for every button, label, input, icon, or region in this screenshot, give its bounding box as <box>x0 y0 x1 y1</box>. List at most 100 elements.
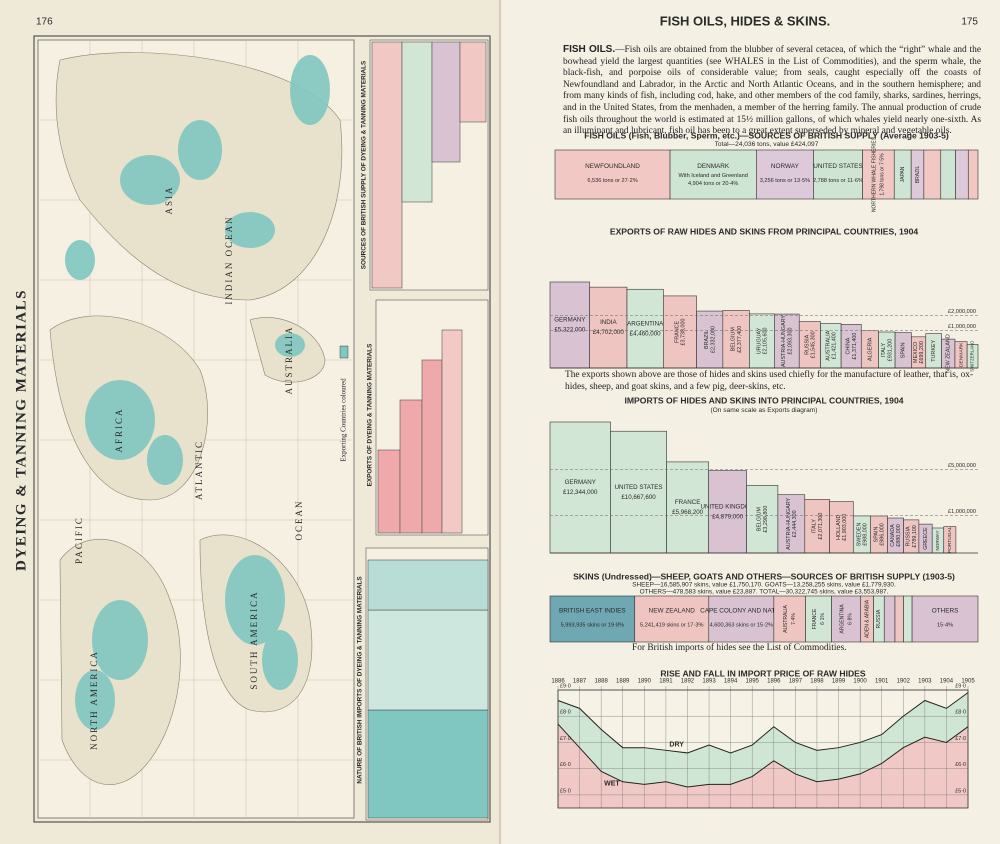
bar-label: ITALY <box>812 519 818 534</box>
intro-heading: FISH OILS. <box>563 44 616 55</box>
bar-segment <box>955 149 969 200</box>
series-line <box>557 723 969 788</box>
value-label: 7·4% <box>791 613 797 625</box>
value-label: £12,344,000 <box>563 489 598 496</box>
bar-label: SPAIN <box>873 526 879 542</box>
series-area <box>558 724 968 808</box>
bar-segment <box>669 149 757 200</box>
value-label: £2,332,000 <box>710 326 716 353</box>
y-tick-label: £7·0 <box>955 736 966 742</box>
bar-segment <box>805 595 832 643</box>
intro: FISH OILS.—Fish oils are obtained from t… <box>563 44 981 138</box>
value-label: £5,322,000 <box>554 327 586 334</box>
bar-label: CANADA <box>890 524 896 547</box>
bar-label: ALGERIA <box>867 337 873 361</box>
map-label: INDIAN OCEAN <box>224 215 234 304</box>
y-tick-label: £5·0 <box>560 788 571 794</box>
value-label: 1,798 tons or 7·5% <box>880 153 886 196</box>
left-frame <box>33 35 491 823</box>
segment-label: BRAZIL <box>915 166 921 184</box>
series-label: DRY <box>669 741 684 748</box>
bar-label: SPAIN <box>901 342 907 358</box>
x-tick-label: 1900 <box>853 679 867 685</box>
map-label: NORTH AMERICA <box>89 650 99 750</box>
map-label: ASIA <box>164 185 174 214</box>
x-tick-label: 1887 <box>573 679 587 685</box>
bar-segment <box>554 149 671 200</box>
value-label: £2,444,300 <box>792 510 798 537</box>
x-tick-label: 1898 <box>810 679 824 685</box>
bar-segment <box>549 595 636 643</box>
segment-label: UNITED STATES <box>813 163 862 170</box>
map-label: ATLANTIC <box>194 440 204 500</box>
value-label: 6·1% <box>820 613 826 625</box>
value-label: 6·8% <box>848 613 854 625</box>
x-tick-label: 1888 <box>594 679 608 685</box>
bar-label: AUSTRIA-HUNGARY <box>781 315 787 367</box>
bar-segment <box>708 595 775 643</box>
bar-label: BELGIUM <box>757 506 763 531</box>
y-tick-label: £9·0 <box>560 683 571 689</box>
chart-subtitle: Total—24,036 tons, value £424,097 <box>715 141 819 148</box>
value-label: £4,702,000 <box>593 329 625 336</box>
bar-label: URUGUAY <box>756 327 762 354</box>
exports-note: The exports shown above are those of hid… <box>565 370 974 392</box>
bar <box>746 484 779 554</box>
value-label: £10,667,600 <box>621 494 656 501</box>
side-chart-title: NATURE OF BRITISH IMPORTS OF DYEING & TA… <box>357 576 364 784</box>
x-tick-label: 1903 <box>918 679 932 685</box>
legend-swatch <box>339 345 349 359</box>
plot-frame <box>557 689 969 809</box>
bar-segment <box>813 149 863 200</box>
bar <box>666 461 709 554</box>
bar-label: ARGENTINA <box>627 320 664 327</box>
bar-label: CHINA <box>846 337 852 354</box>
exporting-countries <box>65 55 330 730</box>
bar-label: GREECE <box>923 527 929 550</box>
bar-label: TURKEY <box>931 339 937 361</box>
value-label: £1,903,000 <box>842 514 848 541</box>
bar-segment <box>756 149 814 200</box>
bar-label: FRANCE <box>674 320 680 343</box>
reference-label: £2,000,000 <box>948 309 976 315</box>
chart-title: FISH OILS (Fish, Blubber, Sperm, etc.)—S… <box>584 130 949 140</box>
value-label: 2,788 tons or 11·6% <box>813 178 863 184</box>
x-tick-label: 1886 <box>551 679 565 685</box>
map-label: AUSTRALIA <box>284 326 294 395</box>
bar-segment <box>923 149 942 200</box>
bar-label: FRANCE <box>675 499 700 506</box>
bar-label: UNITED STATES <box>615 484 663 491</box>
value-label: £2,377,400 <box>737 326 743 353</box>
bar-label: GERMANY <box>554 317 585 324</box>
map-label: AFRICA <box>114 407 124 452</box>
page-number: 175 <box>961 17 978 28</box>
x-tick-label: 1902 <box>897 679 911 685</box>
segment-label: ADEN & ARABIA <box>864 599 870 638</box>
bar <box>549 421 611 554</box>
chart-subtitle: (On same scale as Exports diagram) <box>710 407 817 414</box>
bar-label: NORWAY <box>935 530 940 550</box>
left-side-charts <box>365 39 489 821</box>
segment-label: NEW ZEALAND <box>649 608 696 615</box>
value-label: 5,241,419 skins or 17·3% <box>640 622 703 628</box>
bar-label: INDIA <box>600 319 617 326</box>
chart-title: SKINS (Undressed)—SHEEP, GOATS AND OTHER… <box>573 571 955 581</box>
x-tick-label: 1893 <box>702 679 716 685</box>
y-tick-label: £8·0 <box>955 710 966 716</box>
value-label: 6,536 tons or 27·2% <box>587 178 637 184</box>
segment-label: AUSTRALIA <box>783 604 789 632</box>
y-tick-label: £7·0 <box>560 736 571 742</box>
value-label: £986,000 <box>880 523 886 545</box>
chart-title: RISE AND FALL IN IMPORT PRICE OF RAW HID… <box>660 668 866 678</box>
intro-text: —Fish oils are obtained from the blubber… <box>563 45 981 137</box>
value-label: £2,105,600 <box>763 327 769 354</box>
y-tick-label: £6·0 <box>955 762 966 768</box>
segment-label: CAPE COLONY AND NATAL <box>700 608 783 615</box>
bar-segment <box>831 595 862 643</box>
bar <box>610 430 667 554</box>
segment-label: NEWFOUNDLAND <box>585 163 640 170</box>
bar-label: SWEDEN <box>856 523 862 547</box>
value-label: £988,000 <box>862 523 868 545</box>
x-tick-label: 1891 <box>659 679 673 685</box>
